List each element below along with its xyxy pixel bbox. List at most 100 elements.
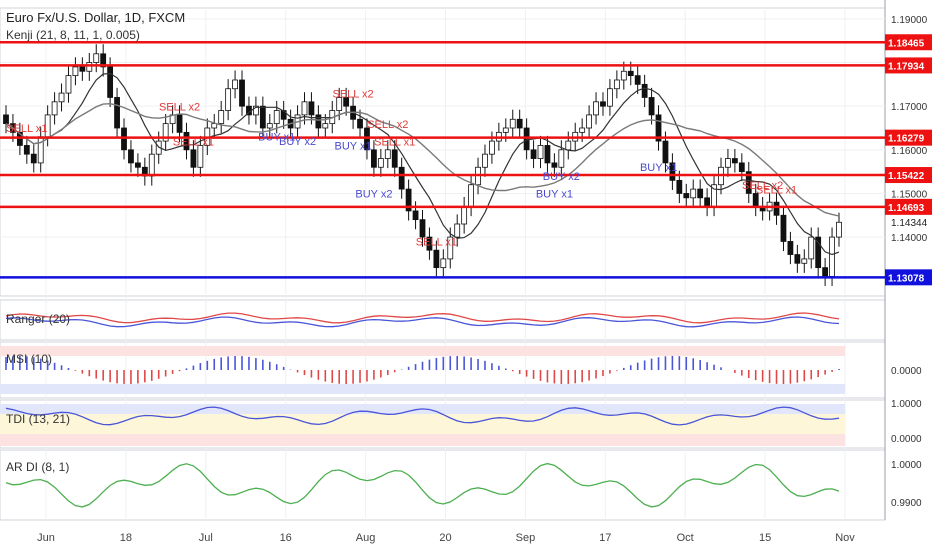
- x-tick-label-0: Jun: [37, 532, 55, 544]
- candle-body-116: [808, 236, 815, 260]
- level-label-2: 1.16279: [888, 134, 925, 145]
- signal-label-12: BUY x2: [543, 171, 580, 183]
- candle-body-118: [822, 267, 829, 277]
- candle-body-45: [315, 114, 322, 129]
- candle-body-119: [829, 236, 835, 277]
- level-label-5: 1.13078: [888, 273, 925, 284]
- signal-label-5: SELL x2: [332, 88, 373, 100]
- candle-body-95: [662, 140, 669, 164]
- candle-body-93: [648, 97, 655, 116]
- last-price-label: 1.14344: [891, 218, 928, 229]
- x-tick-label-8: Oct: [677, 532, 694, 544]
- panel-label-msi: MSI (10): [6, 352, 53, 366]
- candle-body-46: [322, 123, 329, 129]
- signal-label-6: BUY x1: [335, 140, 372, 152]
- level-label-bg-3: [885, 167, 932, 184]
- candle-body-12: [86, 62, 93, 72]
- candle-body-32: [225, 88, 232, 111]
- msi-upper-band: [0, 346, 845, 356]
- candle-body-59: [412, 210, 419, 221]
- candle-body-11: [79, 66, 86, 72]
- signal-label-4: BUY x2: [279, 136, 316, 148]
- y-tick-label-3: 1.16000: [891, 146, 928, 157]
- candle-body-105: [731, 158, 738, 164]
- x-tick-label-3: 16: [280, 532, 292, 544]
- candle-body-67: [468, 184, 474, 207]
- level-label-4: 1.14693: [888, 203, 925, 214]
- candle-body-64: [447, 236, 454, 260]
- candle-body-54: [377, 158, 384, 168]
- msi-lower-band: [0, 384, 845, 394]
- candle-body-30: [211, 123, 218, 129]
- signal-label-16: SELL x1: [853, 0, 894, 3]
- candle-body-86: [600, 101, 606, 107]
- ma-slow-line: [5, 102, 840, 217]
- candle-body-94: [655, 114, 662, 142]
- chart-title: Euro Fx/U.S. Dollar, 1D, FXCM: [6, 10, 186, 25]
- candle-body-49: [343, 97, 350, 107]
- candle-body-17: [121, 127, 127, 151]
- candle-body-83: [579, 127, 586, 133]
- y-tick-label-0: 1.19000: [891, 15, 928, 26]
- candle-body-10: [72, 66, 79, 77]
- panel-label-ranger: Ranger (20): [6, 312, 71, 326]
- x-tick-label-4: Aug: [356, 532, 376, 544]
- candle-body-38: [266, 123, 273, 129]
- candle-body-8: [58, 92, 65, 103]
- candle-body-99: [690, 188, 697, 199]
- candle-body-56: [391, 149, 398, 168]
- candle-body-114: [794, 254, 801, 264]
- candle-body-80: [558, 149, 565, 168]
- signal-label-11: BUY x1: [536, 188, 573, 200]
- candle-body-44: [308, 101, 315, 116]
- indicator-label: Kenji (21, 8, 11, 1, 0.005): [6, 28, 140, 42]
- candle-body-84: [586, 114, 592, 129]
- candle-body-3: [23, 145, 30, 155]
- candle-body-58: [405, 188, 412, 212]
- candle-body-65: [454, 223, 461, 238]
- candle-body-23: [162, 123, 169, 142]
- candle-body-51: [357, 118, 363, 129]
- signal-label-7: SELL x2: [367, 119, 408, 131]
- level-label-3: 1.15422: [888, 171, 925, 182]
- panel-frame-1: [0, 299, 886, 341]
- ranger-line-upper: [5, 312, 840, 324]
- candle-body-63: [440, 258, 447, 269]
- x-tick-label-1: 18: [120, 532, 132, 544]
- candle-body-66: [461, 206, 468, 225]
- tdi-line: [5, 406, 840, 426]
- candle-body-39: [273, 110, 280, 125]
- candle-body-5: [37, 136, 44, 164]
- candle-body-92: [641, 83, 648, 98]
- candle-body-73: [509, 118, 516, 129]
- x-tick-label-7: 17: [599, 532, 611, 544]
- candle-body-112: [780, 214, 787, 242]
- level-label-bg-1: [885, 57, 932, 74]
- signal-label-14: SELL x2: [742, 180, 783, 192]
- signal-label-9: BUY x2: [355, 188, 392, 200]
- candle-body-61: [426, 236, 433, 251]
- candle-body-91: [634, 75, 641, 85]
- candle-body-16: [114, 97, 120, 129]
- signal-label-10: SELL x1: [416, 237, 457, 249]
- candle-body-77: [537, 145, 544, 159]
- candle-body-26: [183, 131, 190, 151]
- candle-body-85: [593, 101, 599, 116]
- signal-label-3: BUY x1: [258, 132, 295, 144]
- level-label-bg-4: [885, 198, 932, 215]
- signal-label-0: SELL x1: [6, 123, 47, 135]
- y-tick-label-4: 1.15000: [891, 189, 928, 200]
- candle-body-21: [148, 153, 155, 177]
- signal-label-8: SELL x1: [374, 136, 415, 148]
- candle-body-101: [704, 197, 711, 207]
- candle-body-27: [190, 149, 197, 168]
- candle-body-97: [676, 179, 683, 194]
- candle-body-37: [259, 105, 266, 129]
- candle-body-100: [697, 188, 704, 199]
- level-label-1: 1.17934: [888, 61, 925, 72]
- candle-body-18: [128, 149, 134, 164]
- x-tick-label-9: 15: [759, 532, 771, 544]
- candle-body-88: [613, 79, 620, 90]
- y-tick-label-5: 1.14000: [891, 233, 928, 244]
